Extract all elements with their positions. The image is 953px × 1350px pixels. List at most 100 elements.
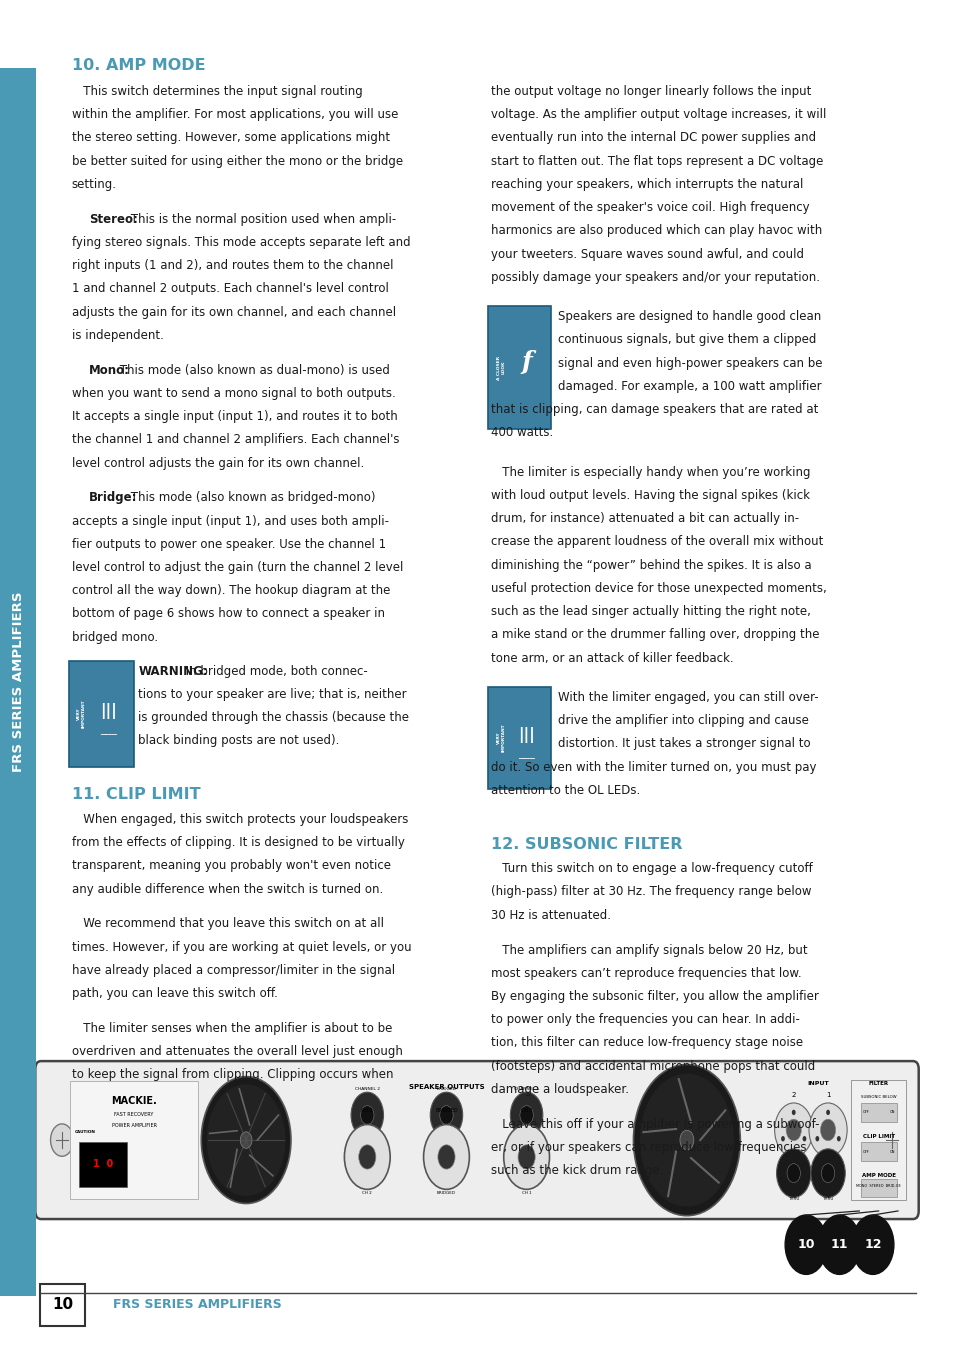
Circle shape [808,1103,846,1157]
Text: VERY
IMPORTANT: VERY IMPORTANT [496,724,505,752]
FancyBboxPatch shape [69,660,133,767]
Text: (footsteps) and accidental microphone pops that could: (footsteps) and accidental microphone po… [491,1060,815,1073]
Text: This is the normal position used when ampli-: This is the normal position used when am… [127,213,395,225]
Text: within the amplifier. For most applications, you will use: within the amplifier. For most applicati… [71,108,397,122]
Circle shape [836,1137,840,1142]
Text: overdriven and attenuates the overall level just enough: overdriven and attenuates the overall le… [71,1045,402,1058]
Text: diminishing the “power” behind the spikes. It is also a: diminishing the “power” behind the spike… [491,559,811,571]
Text: er, or if your speakers can reproduce low frequencies: er, or if your speakers can reproduce lo… [491,1141,806,1154]
Text: adjusts the gain for its own channel, and each channel: adjusts the gain for its own channel, an… [71,305,395,319]
Text: from the effects of clipping. It is designed to be virtually: from the effects of clipping. It is desi… [71,836,404,849]
Circle shape [825,1110,829,1115]
Text: ___: ___ [517,749,535,760]
Text: OFF: OFF [862,1150,868,1153]
Text: when you want to send a mono signal to both outputs.: when you want to send a mono signal to b… [71,387,395,400]
Text: When engaged, this switch protects your loudspeakers: When engaged, this switch protects your … [71,813,408,826]
Text: f: f [521,350,532,374]
Text: FAST RECOVERY: FAST RECOVERY [114,1112,153,1118]
Text: tion, this filter can reduce low-frequency stage noise: tion, this filter can reduce low-frequen… [491,1037,802,1049]
Circle shape [810,1149,844,1197]
Text: damage a loudspeaker.: damage a loudspeaker. [491,1083,629,1096]
Circle shape [240,1131,252,1149]
Text: 1: 1 [825,1092,829,1098]
Circle shape [351,1092,383,1138]
Text: CH 2: CH 2 [362,1191,372,1195]
Text: CH 1: CH 1 [521,1191,531,1195]
Text: bridged mono.: bridged mono. [71,630,157,644]
Text: BRIDGED: BRIDGED [436,1087,456,1091]
Text: any audible difference when the switch is turned on.: any audible difference when the switch i… [71,883,382,895]
Text: 10: 10 [797,1238,814,1251]
Circle shape [423,1125,469,1189]
Text: CAUTION: CAUTION [74,1130,95,1134]
Text: harmonics are also produced which can play havoc with: harmonics are also produced which can pl… [491,224,821,238]
Text: fier outputs to power one speaker. Use the channel 1: fier outputs to power one speaker. Use t… [71,537,385,551]
Text: 10: 10 [51,1297,73,1312]
Text: CLIP LIMIT: CLIP LIMIT [862,1134,894,1139]
Text: 12: 12 [863,1238,881,1251]
Bar [860,1103,896,1122]
Circle shape [820,1119,835,1141]
Circle shape [51,1123,73,1156]
FancyBboxPatch shape [0,68,36,1296]
Text: POWER AMPLIFIER: POWER AMPLIFIER [112,1123,156,1129]
Text: voltage. As the amplifier output voltage increases, it will: voltage. As the amplifier output voltage… [491,108,826,122]
Text: useful protection device for those unexpected moments,: useful protection device for those unexp… [491,582,826,595]
Text: damaged. For example, a 100 watt amplifier: damaged. For example, a 100 watt amplifi… [558,379,821,393]
Text: MACKIE.: MACKIE. [112,1096,156,1106]
Circle shape [679,1130,693,1150]
Circle shape [207,1084,285,1196]
Text: CHANNEL 2: CHANNEL 2 [355,1087,379,1091]
Text: tone arm, or an attack of killer feedback.: tone arm, or an attack of killer feedbac… [491,652,733,664]
Text: Mono:: Mono: [89,363,130,377]
Text: VERY
IMPORTANT: VERY IMPORTANT [76,699,86,729]
Text: continuous signals, but give them a clipped: continuous signals, but give them a clip… [558,333,816,347]
Text: Bridge:: Bridge: [89,491,137,505]
Text: start to flatten out. The flat tops represent a DC voltage: start to flatten out. The flat tops repr… [491,155,822,167]
Circle shape [358,1145,375,1169]
Text: 11: 11 [830,1238,847,1251]
Text: CHANNEL 1: CHANNEL 1 [514,1087,538,1091]
FancyBboxPatch shape [488,306,551,429]
Text: your tweeters. Square waves sound awful, and could: your tweeters. Square waves sound awful,… [491,247,803,261]
Text: OFF: OFF [862,1111,868,1114]
Text: that is clipping, can damage speakers that are rated at: that is clipping, can damage speakers th… [491,404,818,416]
Text: BRIDGED: BRIDGED [435,1108,457,1114]
Text: ___: ___ [100,725,116,736]
Text: Leave this off if your amplifier is powering a subwoof-: Leave this off if your amplifier is powe… [491,1118,819,1131]
Text: ON: ON [888,1150,894,1153]
Text: attention to the OL LEDs.: attention to the OL LEDs. [491,784,639,796]
Text: transparent, meaning you probably won't even notice: transparent, meaning you probably won't … [71,860,390,872]
Circle shape [774,1103,812,1157]
Circle shape [344,1125,390,1189]
FancyBboxPatch shape [35,1061,918,1219]
Circle shape [781,1137,784,1142]
Text: Speakers are designed to handle good clean: Speakers are designed to handle good cle… [558,310,821,323]
Text: |||: ||| [100,703,116,720]
Circle shape [517,1145,535,1169]
Circle shape [786,1164,800,1183]
Text: have already placed a compressor/limiter in the signal: have already placed a compressor/limiter… [71,964,395,977]
Text: is grounded through the chassis (because the: is grounded through the chassis (because… [138,711,409,724]
Text: FRS SERIES AMPLIFIERS: FRS SERIES AMPLIFIERS [112,1299,281,1311]
Text: This switch determines the input signal routing: This switch determines the input signal … [71,85,362,99]
Text: signal and even high-power speakers can be: signal and even high-power speakers can … [558,356,821,370]
Text: setting.: setting. [71,178,116,190]
Text: A CLOSER
LOOK: A CLOSER LOOK [496,355,505,379]
Text: The limiter senses when the amplifier is about to be: The limiter senses when the amplifier is… [71,1022,392,1035]
Text: By engaging the subsonic filter, you allow the amplifier: By engaging the subsonic filter, you all… [491,990,819,1003]
Text: The limiter is especially handy when you’re working: The limiter is especially handy when you… [491,466,810,479]
Text: the output voltage no longer linearly follows the input: the output voltage no longer linearly fo… [491,85,811,99]
Text: CH 2: CH 2 [361,1108,373,1114]
Circle shape [360,1106,374,1125]
Text: tions to your speaker are live; that is, neither: tions to your speaker are live; that is,… [138,688,407,701]
Text: level control to adjust the gain (turn the channel 2 level: level control to adjust the gain (turn t… [71,562,402,574]
Text: level control adjusts the gain for its own channel.: level control adjusts the gain for its o… [71,456,363,470]
Text: We recommend that you leave this switch on at all: We recommend that you leave this switch … [71,918,383,930]
Text: INPUT: INPUT [806,1081,828,1087]
Text: eventually run into the internal DC power supplies and: eventually run into the internal DC powe… [491,131,816,144]
Circle shape [510,1092,542,1138]
Text: THRU: THRU [821,1197,833,1202]
Circle shape [821,1164,834,1183]
Circle shape [801,1137,805,1142]
